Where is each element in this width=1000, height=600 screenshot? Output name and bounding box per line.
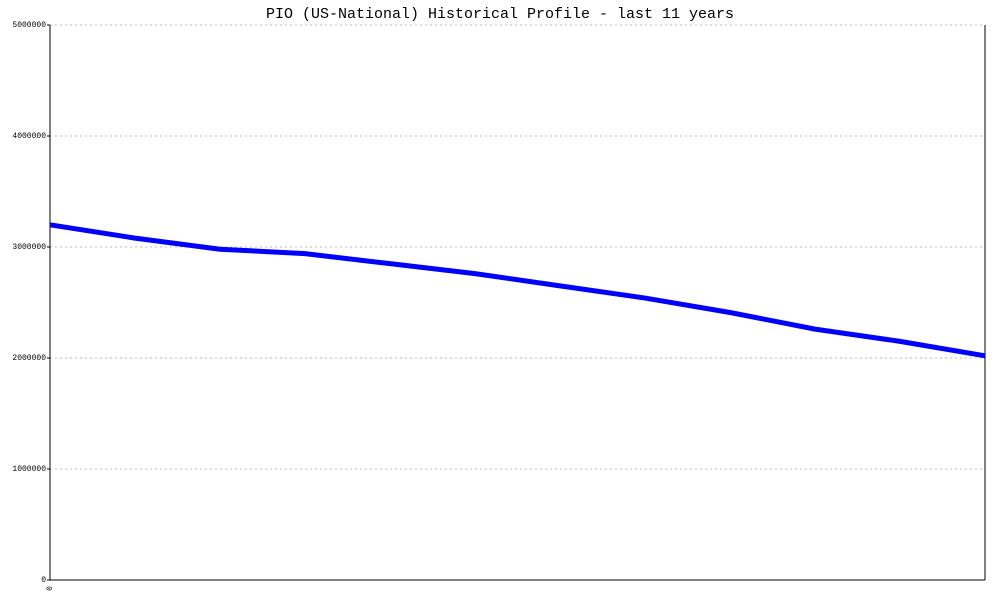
y-tick-label: 1000000 [12,465,46,474]
chart-title: PIO (US-National) Historical Profile - l… [266,6,734,23]
y-tick-label: 2000000 [12,354,46,363]
y-tick-label: 4000000 [12,132,46,141]
x-tick-label: 0 [46,586,55,591]
data-line [49,222,986,359]
y-tick-label: 0 [41,576,46,585]
y-tick-label: 3000000 [12,243,46,252]
y-tick-label: 5000000 [12,21,46,30]
